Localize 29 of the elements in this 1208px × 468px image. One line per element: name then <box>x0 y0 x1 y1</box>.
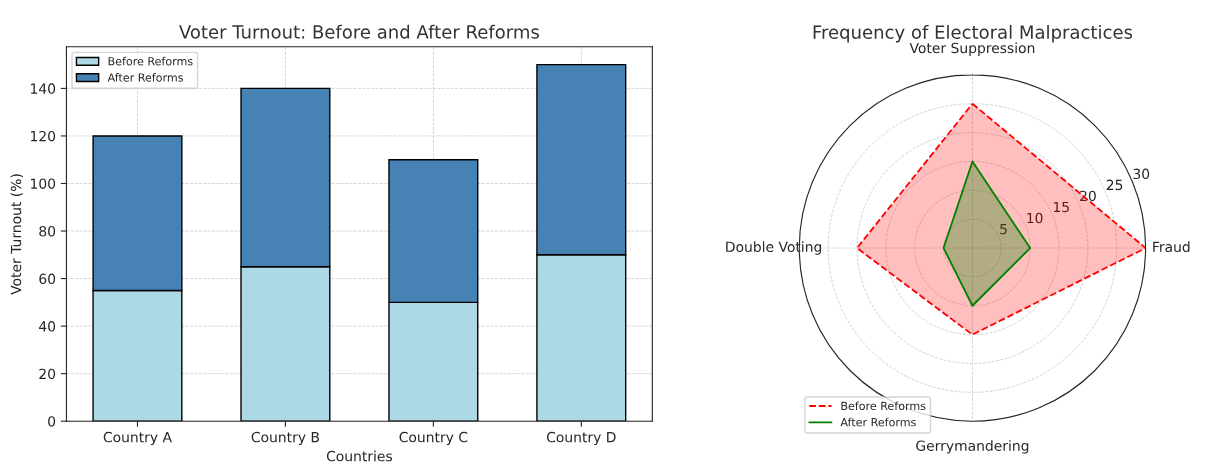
y-tick-label: 40 <box>39 321 56 332</box>
x-tick-label: Country B <box>251 431 319 446</box>
chart-title: Voter Turnout: Before and After Reforms <box>179 24 539 39</box>
x-tick-label: Country C <box>399 431 468 446</box>
spoke-label: Gerrymandering <box>916 440 1029 454</box>
x-axis-title: Countries <box>326 450 392 462</box>
y-tick-label: 20 <box>39 368 56 380</box>
y-tick-label: 100 <box>31 178 56 189</box>
y-tick-label: 120 <box>31 130 56 142</box>
legend-label: Before Reforms <box>841 401 926 411</box>
legend-label: Before Reforms <box>108 56 193 66</box>
x-tick-label: Country D <box>546 431 616 446</box>
y-tick-label: 0 <box>48 416 56 427</box>
spoke-label: Voter Suppression <box>909 42 1035 56</box>
y-tick-label: 5 <box>1000 223 1007 235</box>
y-axis-title: Voter Turnout (%) <box>10 174 23 295</box>
spoke-label: Fraud <box>1153 241 1190 253</box>
y-tick-label: 15 <box>1053 201 1069 213</box>
y-tick-label: 140 <box>31 83 56 94</box>
y-tick-label: 30 <box>1133 168 1150 180</box>
y-tick-label: 60 <box>39 273 56 285</box>
chart-title: Frequency of Electoral Malpractices <box>813 24 1133 43</box>
legend-label: After Reforms <box>107 73 183 82</box>
x-tick-label: Country A <box>103 431 172 446</box>
y-tick-label: 80 <box>39 226 56 237</box>
legend-label: After Reforms <box>840 417 916 427</box>
y-tick-label: 20 <box>1080 190 1096 202</box>
y-tick-label: 10 <box>1027 212 1043 224</box>
y-tick-label: 25 <box>1106 179 1123 191</box>
